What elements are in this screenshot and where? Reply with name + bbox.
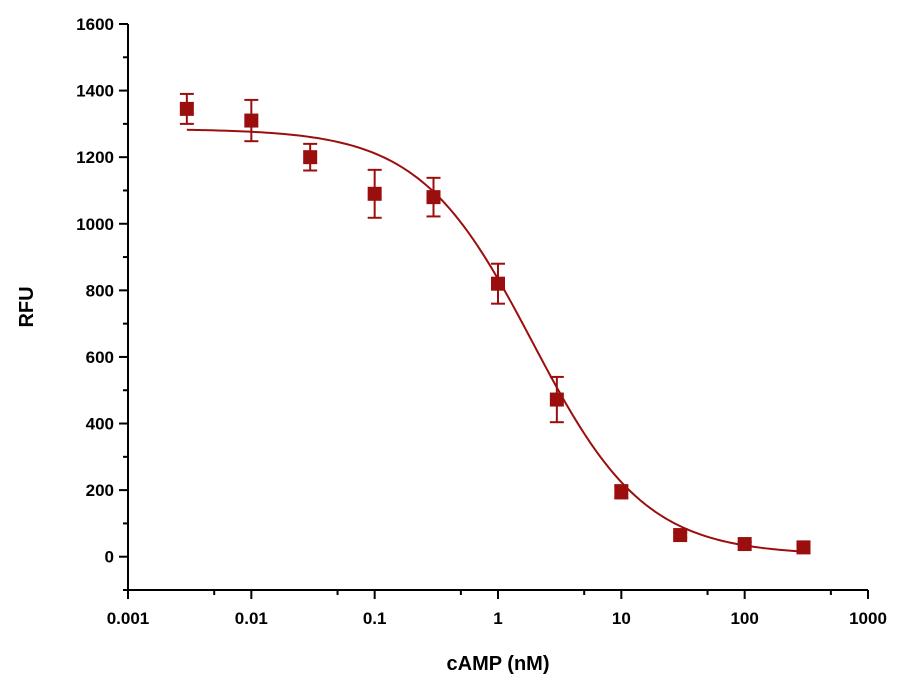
data-point xyxy=(303,150,318,165)
data-point xyxy=(426,190,441,205)
x-tick-label: 10 xyxy=(612,609,631,628)
data-point xyxy=(673,528,688,543)
y-tick-label: 1400 xyxy=(76,82,114,101)
y-tick-label: 1000 xyxy=(76,215,114,234)
data-point xyxy=(179,101,194,116)
error-bars xyxy=(179,92,811,551)
data-point xyxy=(549,392,564,407)
x-tick-label: 1000 xyxy=(849,609,887,628)
data-points xyxy=(179,101,811,555)
x-tick-label: 0.001 xyxy=(107,609,150,628)
x-tick-label: 100 xyxy=(730,609,758,628)
data-point xyxy=(796,540,811,555)
x-axis-ticks: 0.001 0.01 0.1 1 10 100 1000 xyxy=(107,590,887,628)
data-point xyxy=(614,484,629,499)
y-tick-label: 0 xyxy=(105,548,114,567)
fit-curve xyxy=(186,128,804,553)
y-axis-title: RFU xyxy=(16,286,38,327)
x-tick-label: 0.01 xyxy=(235,609,268,628)
y-axis-ticks: 0 200 400 600 800 1000 1200 1400 1600 xyxy=(76,15,128,591)
y-tick-label: 800 xyxy=(86,281,114,300)
x-tick-label: 1 xyxy=(493,609,502,628)
y-tick-label: 1600 xyxy=(76,15,114,34)
x-tick-label: 0.1 xyxy=(363,609,387,628)
y-tick-label: 200 xyxy=(86,481,114,500)
y-tick-label: 1200 xyxy=(76,148,114,167)
y-tick-label: 400 xyxy=(86,415,114,434)
data-point xyxy=(367,186,382,201)
data-point xyxy=(737,537,752,552)
data-point xyxy=(491,276,505,291)
x-axis-title: cAMP (nM) xyxy=(447,653,550,674)
y-tick-label: 600 xyxy=(86,348,114,367)
data-point xyxy=(244,113,259,128)
